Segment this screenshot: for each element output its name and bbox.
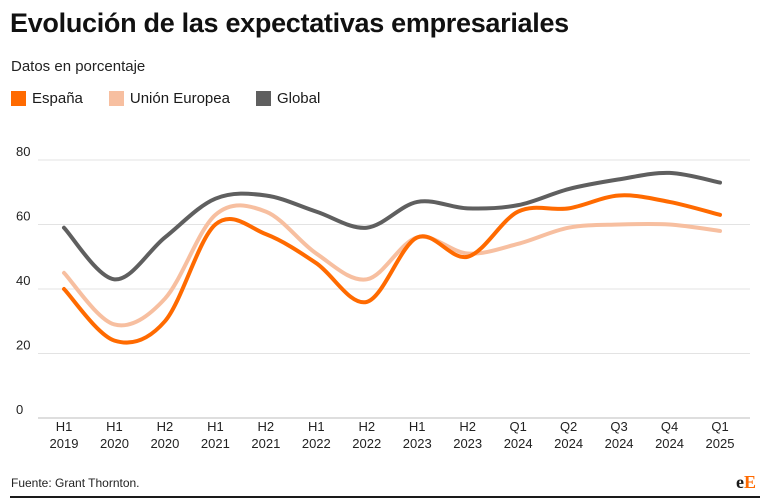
legend-label-espana: España — [32, 90, 83, 107]
logo-accent: E — [743, 472, 756, 492]
logo-main: e — [735, 472, 744, 492]
series-line-union-europea — [62, 203, 722, 328]
legend-label-global: Global — [276, 90, 321, 107]
page-title: Evolución de las expectativas empresaria… — [10, 8, 569, 38]
x-tick-label: H1 2019 — [50, 419, 79, 451]
series-line-espana — [62, 193, 722, 345]
x-tick-label: Q1 2024 — [504, 419, 533, 451]
x-tick-label: Q1 2025 — [706, 419, 735, 451]
chart-legend: España Unión Europea Global — [11, 90, 320, 107]
y-tick-label: 60 — [16, 209, 30, 224]
x-tick-label: H1 2021 — [201, 419, 230, 451]
y-tick-label: 20 — [16, 338, 30, 353]
legend-item-union-europea[interactable]: Unión Europea — [108, 90, 230, 107]
line-chart: 0 20 40 60 80 H1 2019 H1 2020 H2 2020 H1 2021 H2 2021 H… — [16, 144, 750, 451]
y-tick-label: 0 — [16, 402, 23, 417]
legend-label-union-europea: Unión Europea — [129, 90, 230, 107]
x-tick-label: Q2 2024 — [554, 419, 583, 451]
series-line-global — [62, 170, 722, 282]
x-tick-label: H2 2023 — [453, 419, 482, 451]
x-tick-label: H2 2020 — [150, 419, 179, 451]
x-tick-label: H2 2021 — [251, 419, 280, 451]
brand-logo: eE — [736, 472, 756, 493]
x-tick-label: H1 2020 — [100, 419, 129, 451]
y-tick-label: 40 — [16, 273, 30, 288]
x-tick-label: H2 2022 — [352, 419, 381, 451]
legend-swatch-union-europea — [108, 91, 124, 106]
x-tick-label: H1 2023 — [403, 419, 432, 451]
x-tick-label: Q4 2024 — [655, 419, 684, 451]
legend-item-espana[interactable]: España — [11, 90, 83, 107]
x-tick-label: H1 2022 — [302, 419, 331, 451]
legend-swatch-global — [255, 91, 271, 106]
x-tick-label: Q3 2024 — [605, 419, 634, 451]
legend-item-global[interactable]: Global — [255, 90, 321, 107]
legend-swatch-espana — [11, 91, 26, 106]
y-tick-label: 80 — [16, 144, 30, 159]
chart-subtitle: Datos en porcentaje — [11, 58, 146, 75]
source-note: Fuente: Grant Thornton. — [11, 476, 140, 490]
bottom-rule — [10, 496, 760, 498]
